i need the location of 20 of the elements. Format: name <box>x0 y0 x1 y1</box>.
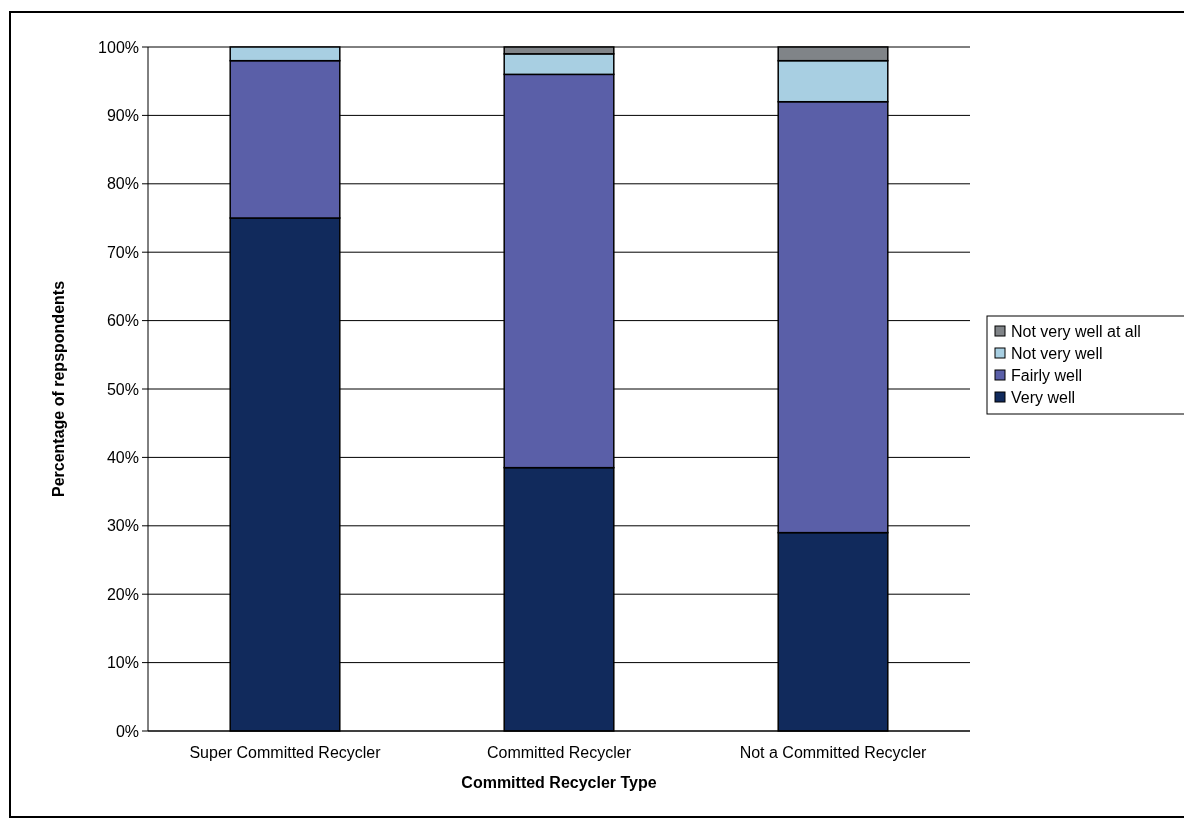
legend-label: Not very well <box>1011 344 1103 362</box>
y-tick-label: 30% <box>106 517 139 535</box>
y-tick-label: 100% <box>98 38 139 56</box>
y-tick-label: 40% <box>106 449 139 466</box>
y-tick-label: 70% <box>106 243 139 261</box>
y-tick-label: 50% <box>106 380 139 398</box>
y-tick-label: 10% <box>106 654 139 672</box>
y-tick-label: 0% <box>115 722 139 740</box>
y-tick-label: 80% <box>106 175 139 193</box>
legend-label: Very well <box>1011 388 1076 406</box>
y-tick-label: 90% <box>106 107 139 124</box>
legend-label: Fairly well <box>1011 366 1083 384</box>
y-tick-label: 60% <box>106 312 139 330</box>
x-tick-label: Super Committed Recycler <box>189 744 382 761</box>
x-tick-label: Committed Recycler <box>486 744 632 761</box>
x-axis-title: Committed Recycler Type <box>461 774 657 791</box>
y-tick-label: 20% <box>106 585 139 603</box>
y-axis-title: Percentage of repspondents <box>50 280 67 498</box>
x-tick-label: Not a Committed Recycler <box>739 744 928 761</box>
legend-label: Not very well at all <box>1011 322 1141 340</box>
